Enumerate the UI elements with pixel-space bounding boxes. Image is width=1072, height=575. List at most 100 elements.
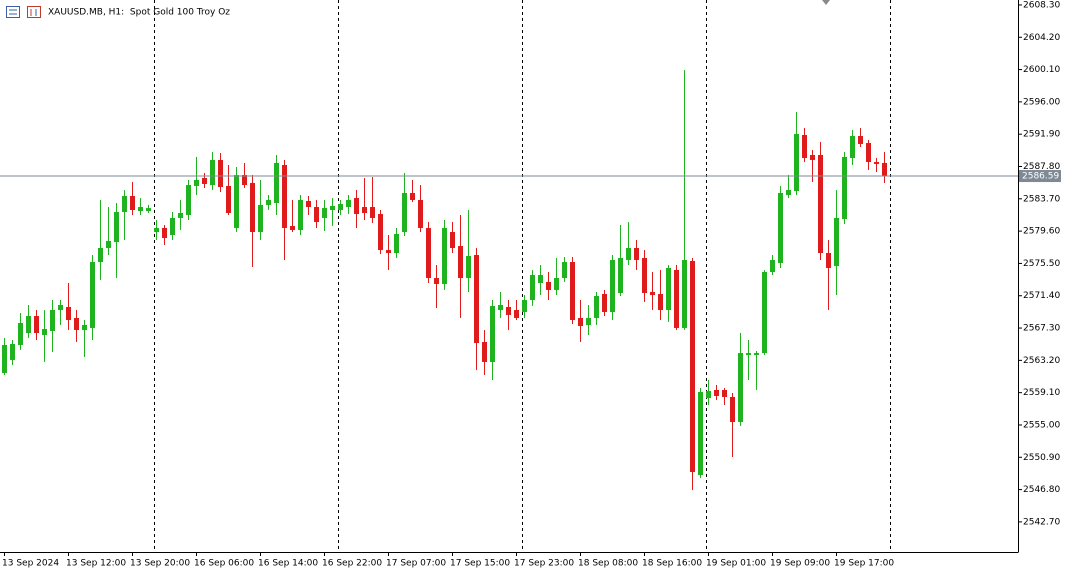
candle-body [794,133,799,192]
candle-body [250,182,255,232]
candle-body [770,259,775,273]
candle-body [386,250,391,254]
candle-body [74,317,79,331]
candle-body [202,178,207,184]
candle-body [586,317,591,325]
candle-body [266,199,271,205]
icon-menu [6,6,20,18]
candle-body [866,143,871,163]
candle-body [138,207,143,212]
y-tick-label: 2604.20 [1023,33,1060,43]
candle-body [50,310,55,331]
candle-body [34,315,39,334]
candle-body [258,204,263,232]
candle-body [578,317,583,326]
candle-body [346,199,351,208]
candle-body [498,304,503,311]
x-tick-label: 16 Sep 22:00 [322,559,382,569]
candle-body [698,391,703,476]
candle-body [554,278,559,290]
candle-body [402,192,407,232]
candle-body [618,257,623,293]
candle-body [354,198,359,215]
candle-body [426,227,431,279]
candle-body [82,324,87,331]
candle-body [722,389,727,397]
candle-body [666,268,671,311]
candle-body [42,328,47,335]
candle-body [114,211,119,242]
candle-body [130,195,135,211]
candle-body [146,208,151,212]
candle-body [650,291,655,296]
x-tick-label: 17 Sep 07:00 [386,559,446,569]
candle-body [658,294,663,311]
period-separators [154,0,891,552]
candle-body [642,257,647,293]
x-tick-label: 18 Sep 16:00 [642,559,702,569]
candle-body [858,136,863,144]
y-tick-label: 2550.90 [1023,453,1060,463]
candle-body [282,165,287,228]
y-tick-label: 2591.90 [1023,130,1060,140]
y-tick-label: 2579.60 [1023,227,1060,237]
y-tick-label: 2600.10 [1023,65,1060,75]
candle-body [330,205,335,211]
candle-body [106,240,111,248]
candle-body [26,315,31,334]
candle-body [370,207,375,218]
candle-body [746,353,751,355]
candle-body [322,208,327,218]
candle-body [514,310,519,318]
candle-body [762,272,767,354]
candle-body [234,175,239,228]
candle-body [522,299,527,312]
candle-body [306,201,311,208]
candle-body [410,192,415,200]
x-tick-label: 19 Sep 09:00 [770,559,830,569]
x-tick-label: 16 Sep 14:00 [258,559,318,569]
candle-body [226,185,231,213]
candle-body [602,294,607,312]
candle-body [434,278,439,284]
x-tick-label: 18 Sep 08:00 [578,559,638,569]
x-tick-label: 16 Sep 06:00 [194,559,254,569]
candle-body [818,155,823,254]
last-price-box [1019,170,1061,183]
candle-body [594,295,599,318]
candle-body [754,353,759,355]
candle-body [882,162,887,177]
candle-body [378,214,383,251]
candle-body [186,185,191,215]
candle-body [634,247,639,260]
candle-body [458,246,463,279]
candle-body [338,204,343,211]
chart-title: XAUUSD.MB, H1: Spot Gold 100 Troy Oz [48,8,230,18]
candle-body [482,341,487,363]
candle-body [170,217,175,235]
candle-body [842,156,847,219]
candle-body [466,256,471,279]
candle-body [810,155,815,160]
y-tick-label: 2546.80 [1023,485,1060,495]
candle-body [210,159,215,186]
candle-body [18,323,23,345]
candle-body [154,227,159,232]
candle-body [490,305,495,363]
candle-body [442,227,447,284]
candle-body [546,282,551,290]
y-tick-label: 2608.30 [1023,0,1060,10]
candle-body [850,136,855,158]
candle-body [178,212,183,218]
candle-body [730,396,735,422]
candle-body [298,199,303,231]
y-tick-label: 2587.80 [1023,162,1060,172]
candle-body [610,259,615,312]
candle-body [242,175,247,186]
y-tick-label: 2555.00 [1023,420,1060,430]
candle-body [394,233,399,254]
candle-body [530,275,535,300]
y-tick-label: 2596.00 [1023,97,1060,107]
